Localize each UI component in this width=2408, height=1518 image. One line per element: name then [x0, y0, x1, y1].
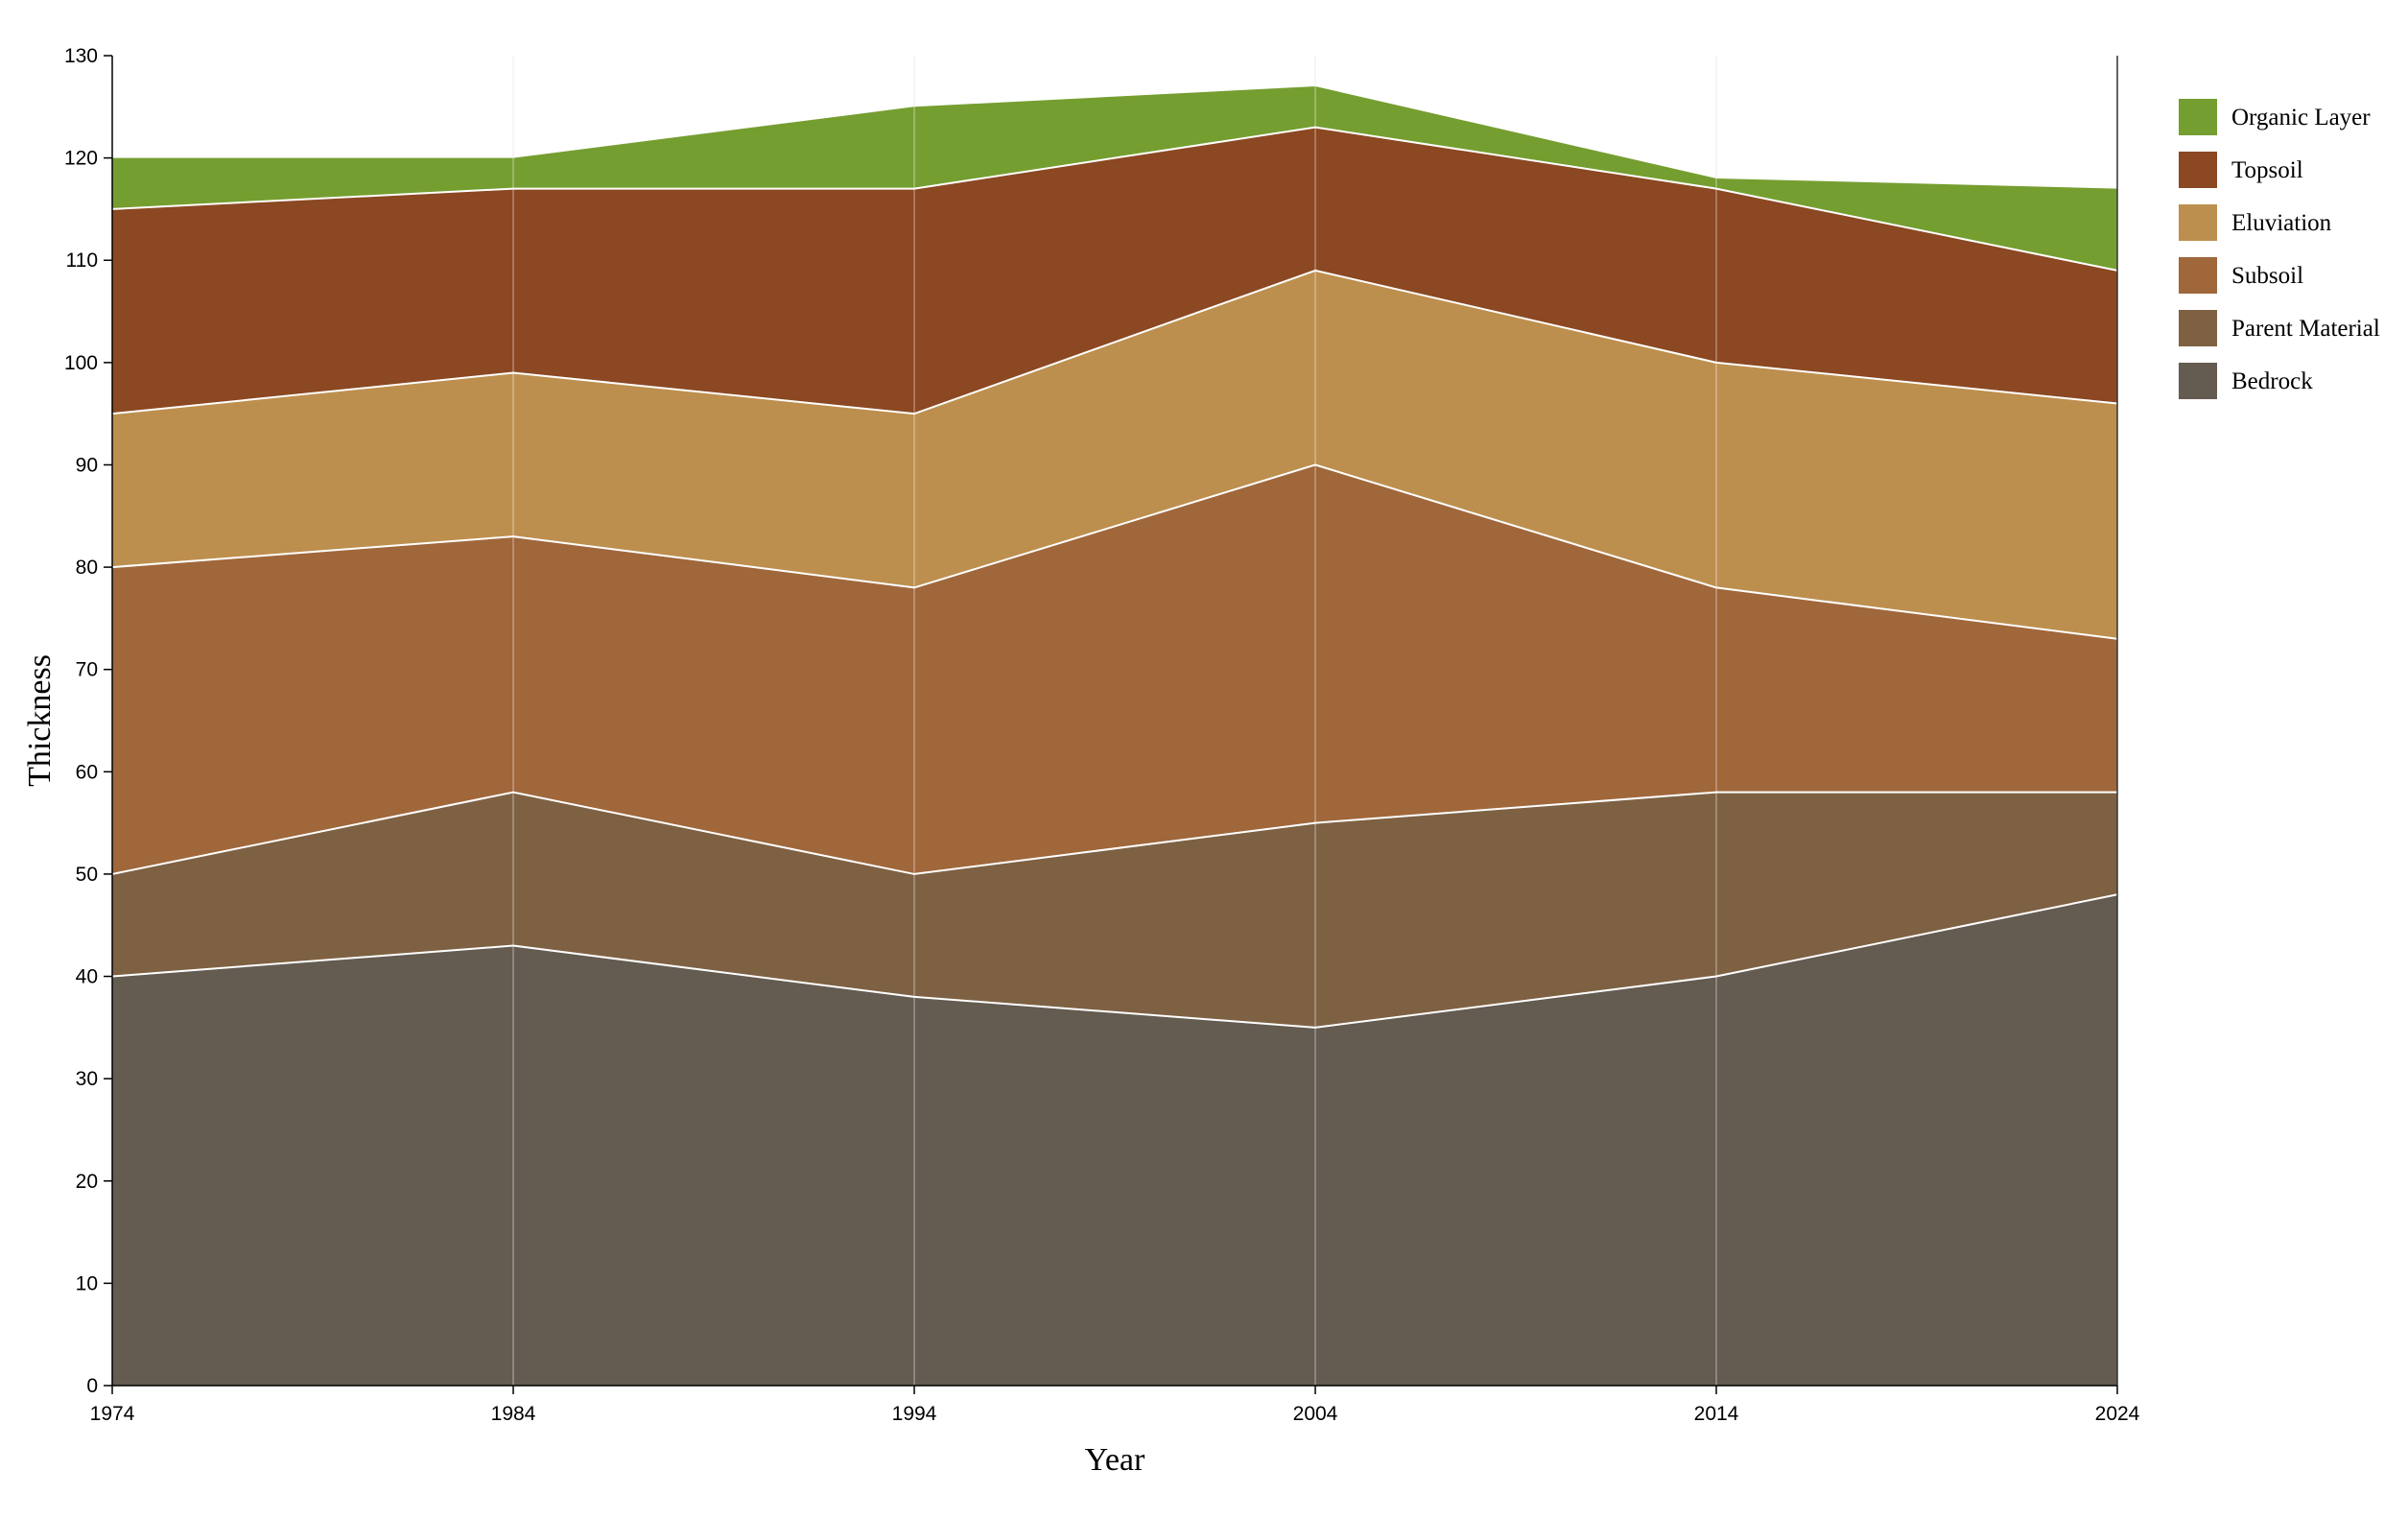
- area-parent-material: [112, 792, 2117, 1028]
- y-tick-label: 70: [76, 659, 98, 681]
- legend-swatch-parent-material: [2179, 310, 2217, 346]
- legend-swatch-eluviation: [2179, 204, 2217, 241]
- y-tick-label: 40: [76, 966, 98, 988]
- legend: Organic Layer Topsoil Eluviation Subsoil Par…: [2179, 99, 2380, 399]
- area-bedrock: [112, 894, 2117, 1386]
- y-tick-label: 20: [76, 1171, 98, 1193]
- area-eluviation: [112, 270, 2117, 639]
- y-tick-label: 120: [64, 148, 98, 170]
- area-subsoil: [112, 464, 2117, 874]
- y-tick-label: 50: [76, 864, 98, 886]
- legend-label-bedrock: Bedrock: [2231, 368, 2313, 394]
- area-organic-layer: [112, 85, 2117, 271]
- y-tick-label: 80: [76, 557, 98, 579]
- legend-label-organic-layer: Organic Layer: [2231, 105, 2371, 130]
- x-tick-label: 1994: [892, 1403, 937, 1425]
- boundary-bedrock: [111, 893, 2118, 1029]
- boundary-eluviation: [111, 269, 2118, 415]
- legend-swatch-organic-layer: [2179, 99, 2217, 135]
- legend-label-eluviation: Eluviation: [2231, 210, 2332, 236]
- y-tick-label: 100: [64, 352, 98, 374]
- legend-label-parent-material: Parent Material: [2231, 316, 2380, 342]
- legend-label-topsoil: Topsoil: [2231, 157, 2303, 183]
- axes: 0 10 20 30 40 50 60 70 80 90 100 110 120 130 1974 1984 1…: [64, 45, 2140, 1425]
- x-tick-label: 1984: [491, 1403, 536, 1425]
- legend-label-subsoil: Subsoil: [2231, 263, 2303, 289]
- y-tick-label: 10: [76, 1272, 98, 1294]
- x-axis-title: Year: [1085, 1442, 1145, 1478]
- legend-swatch-bedrock: [2179, 363, 2217, 399]
- boundary-parent-material: [111, 791, 2117, 875]
- x-tick-label: 2014: [1694, 1403, 1739, 1425]
- area-series: [112, 85, 2117, 1386]
- y-tick-label: 60: [76, 761, 98, 783]
- y-tick-label: 110: [66, 249, 98, 272]
- x-tick-label: 2024: [2095, 1403, 2140, 1425]
- y-tick-label: 130: [64, 45, 98, 67]
- x-tick-label: 2004: [1293, 1403, 1338, 1425]
- legend-swatch-subsoil: [2179, 257, 2217, 294]
- y-axis-title: Thickness: [22, 654, 58, 787]
- boundary-topsoil: [111, 126, 2118, 272]
- y-tick-label: 90: [76, 454, 98, 476]
- area-topsoil: [112, 127, 2117, 415]
- x-tick-label: 1974: [90, 1403, 135, 1425]
- y-tick-label: 30: [76, 1068, 98, 1090]
- legend-swatch-topsoil: [2179, 152, 2217, 188]
- y-tick-label: 0: [86, 1375, 98, 1397]
- boundary-subsoil: [111, 463, 2118, 640]
